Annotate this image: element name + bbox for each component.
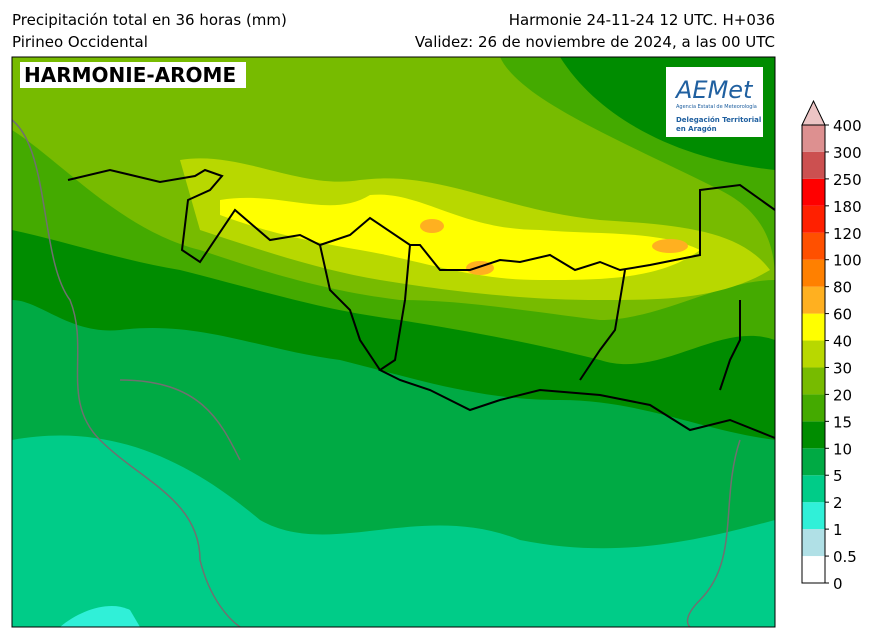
colorbar-label: 0 <box>833 575 843 593</box>
colorbar-label: 250 <box>833 171 862 189</box>
colorbar-band <box>802 286 825 314</box>
colorbar-band <box>802 421 825 449</box>
colorbar-label: 180 <box>833 198 862 216</box>
colorbar: 0 0.5 1 2 5 10 15 20 30 40 60 80 100 120 180 250 300 400 <box>801 99 862 593</box>
model-label: HARMONIE-AROME <box>24 63 236 87</box>
colorbar-band <box>802 232 825 260</box>
colorbar-label: 300 <box>833 144 862 162</box>
colorbar-label: 100 <box>833 252 862 270</box>
colorbar-band <box>802 556 825 583</box>
logo-office: Delegación Territorial <box>676 116 761 124</box>
colorbar-band <box>802 205 825 233</box>
colorbar-label: 1 <box>833 521 843 539</box>
map: HARMONIE-AROME AEMet Agencia Estatal de … <box>11 56 776 628</box>
colorbar-band <box>802 313 825 341</box>
colorbar-extend <box>801 99 826 126</box>
colorbar-label: 2 <box>833 494 843 512</box>
model-label-box <box>20 62 246 88</box>
logo-office: en Aragón <box>676 125 717 133</box>
logo-box <box>666 67 763 137</box>
colorbar-band <box>802 151 825 179</box>
colorbar-label: 60 <box>833 306 852 324</box>
logo-agency: Agencia Estatal de Meteorología <box>676 103 757 110</box>
colorbar-frame <box>801 124 826 584</box>
colorbar-band <box>802 529 825 557</box>
colorbar-label: 0.5 <box>833 548 857 566</box>
colorbar-label: 20 <box>833 386 852 404</box>
run-info: Harmonie 24-11-24 12 UTC. H+036 <box>509 11 775 29</box>
colorbar-band <box>802 448 825 476</box>
colorbar-band <box>802 178 825 206</box>
colorbar-band <box>802 394 825 422</box>
subtitle: Pirineo Occidental <box>12 33 148 51</box>
colorbar-label: 10 <box>833 440 852 458</box>
colorbar-band <box>802 475 825 503</box>
colorbar-band <box>802 502 825 530</box>
colorbar-label: 15 <box>833 413 852 431</box>
colorbar-band <box>802 367 825 395</box>
colorbar-label: 30 <box>833 359 852 377</box>
colorbar-band <box>802 259 825 287</box>
colorbar-label: 400 <box>833 117 862 135</box>
validity: Validez: 26 de noviembre de 2024, a las … <box>415 33 775 51</box>
colorbar-label: 120 <box>833 225 862 243</box>
title: Precipitación total en 36 horas (mm) <box>12 11 287 29</box>
colorbar-band <box>802 125 825 152</box>
colorbar-label: 40 <box>833 333 852 351</box>
colorbar-band <box>802 340 825 368</box>
colorbar-label: 80 <box>833 279 852 297</box>
logo-brand: AEMet <box>674 76 754 104</box>
colorbar-label: 5 <box>833 467 843 485</box>
